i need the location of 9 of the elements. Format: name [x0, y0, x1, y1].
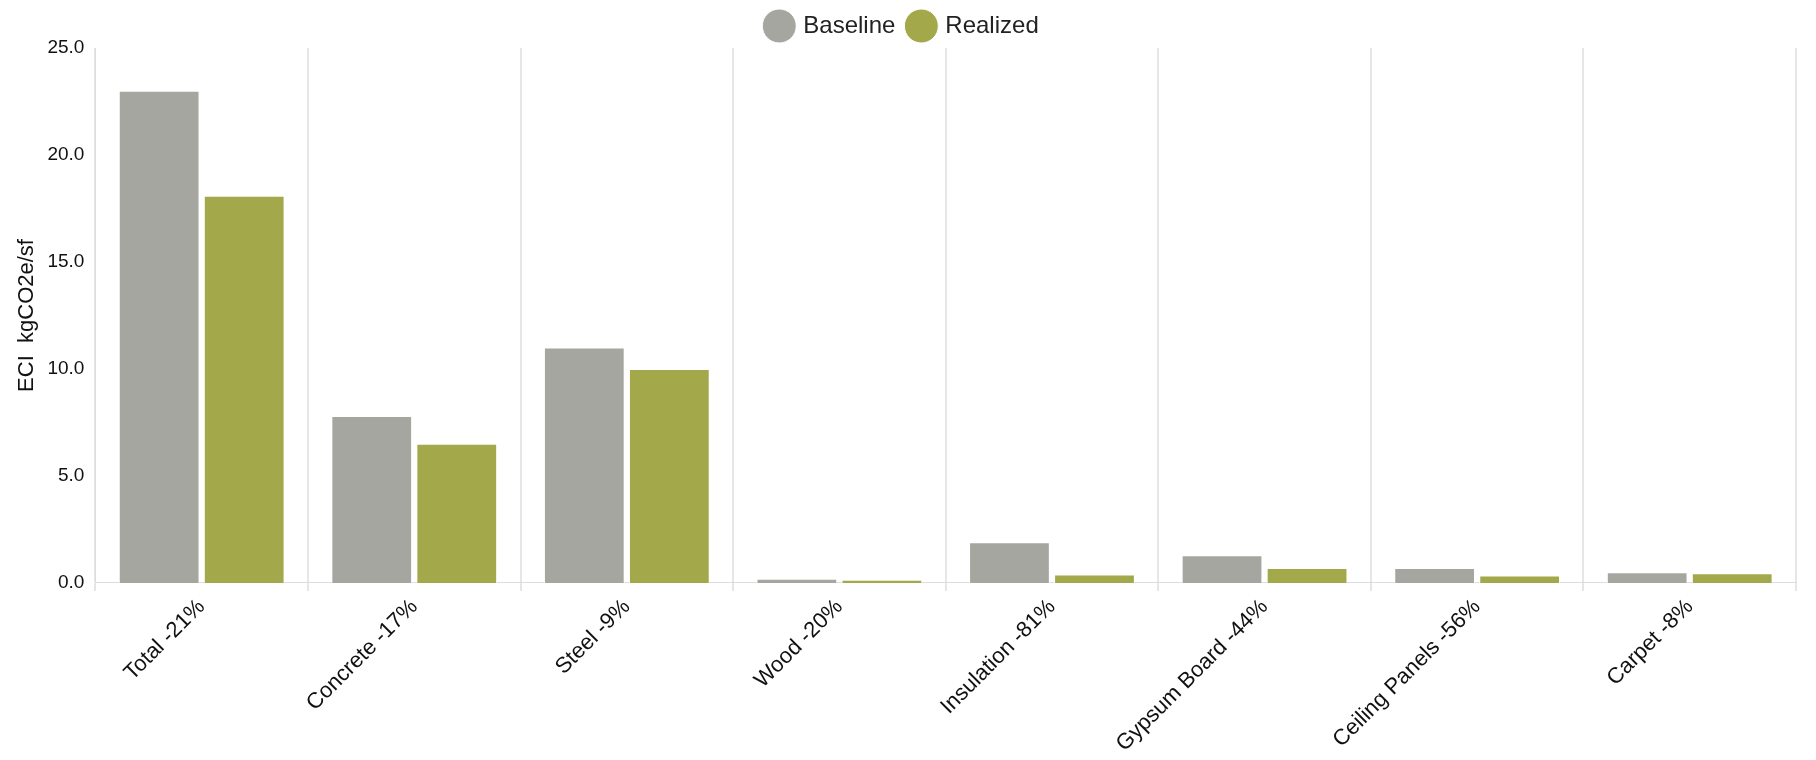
y-axis-title: ECI kgCO2e/sf: [13, 238, 39, 392]
y-tick-label: 10.0: [47, 357, 85, 379]
y-tick-label: 15.0: [47, 250, 85, 272]
y-tick-label: 5.0: [57, 464, 85, 486]
y-tick-label: 25.0: [47, 36, 85, 58]
legend-label: Realized: [945, 10, 1039, 38]
legend-label: Baseline: [803, 10, 896, 38]
y-tick-label: 20.0: [47, 143, 85, 165]
y-tick-label: 0.0: [57, 571, 85, 593]
